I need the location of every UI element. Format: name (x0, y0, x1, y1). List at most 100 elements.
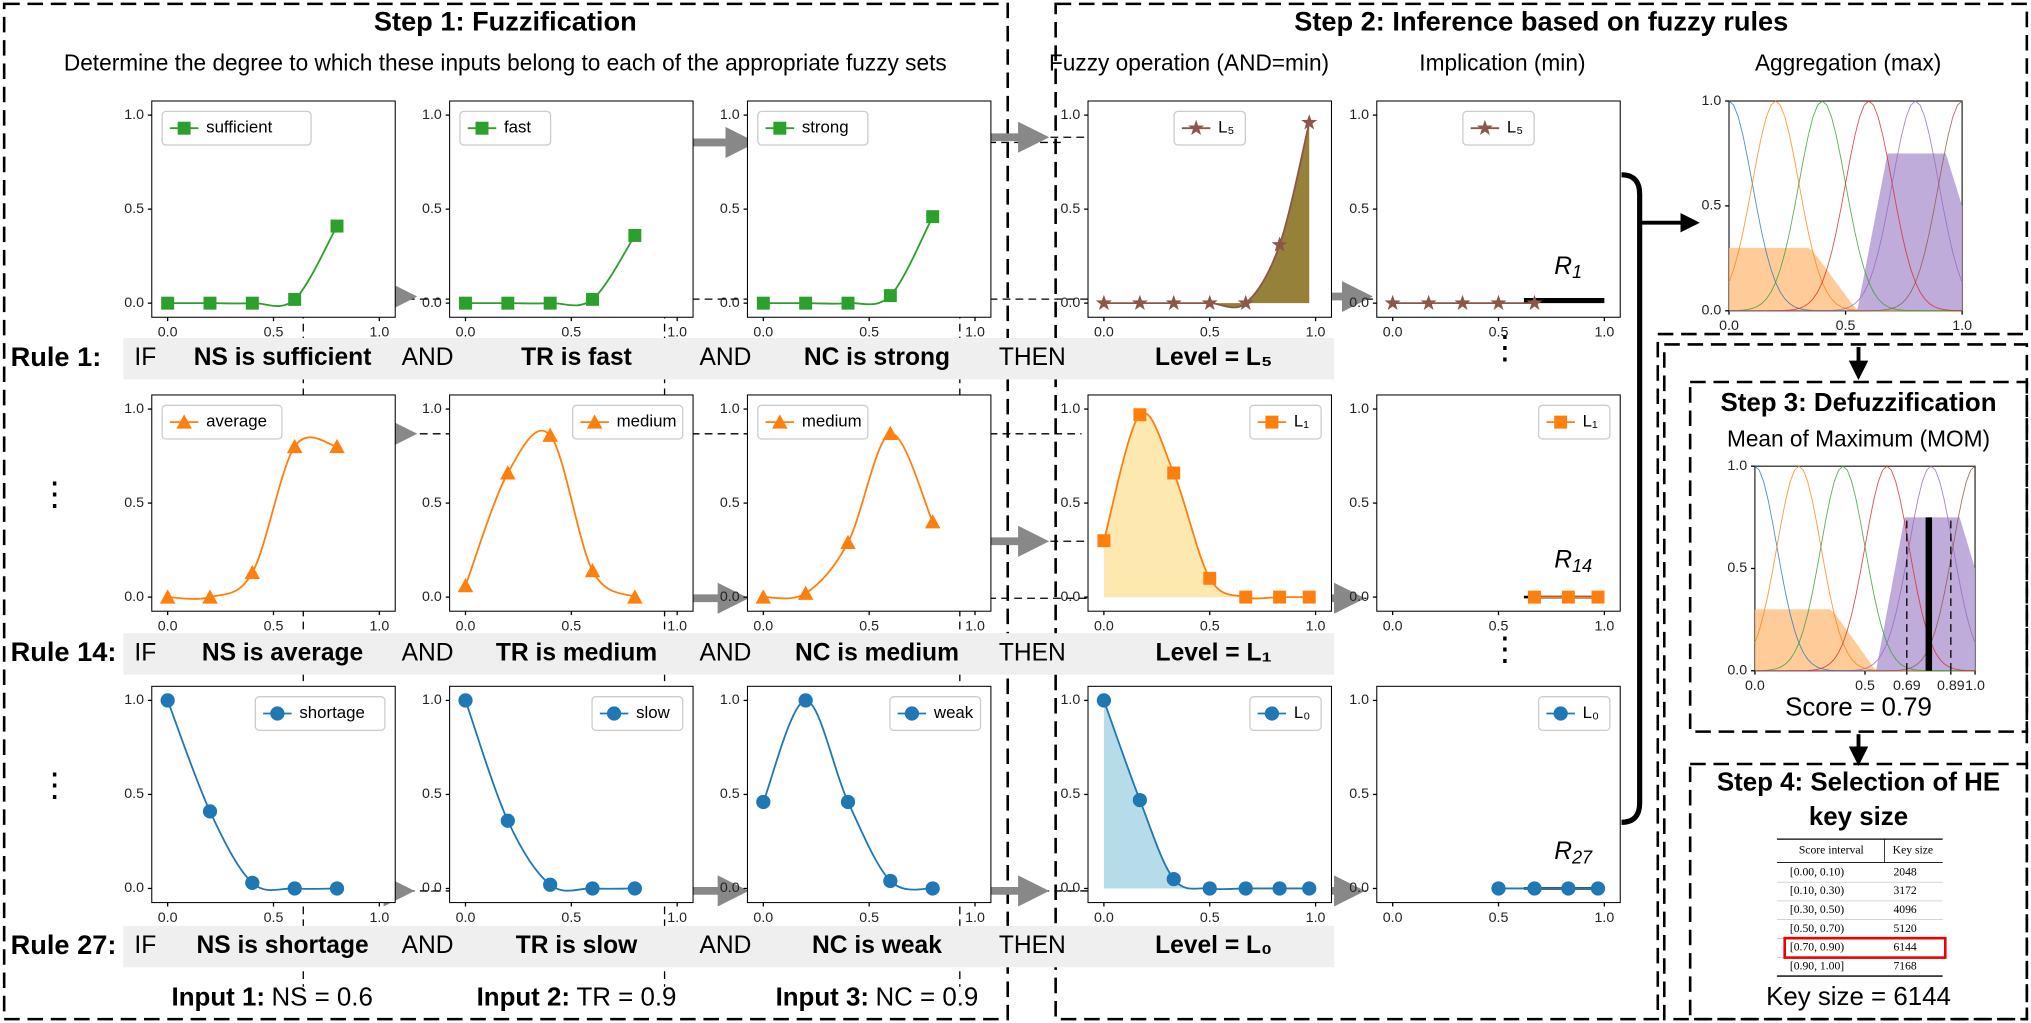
x-tick-label: 1.0 (1306, 619, 1326, 635)
marker (329, 881, 345, 896)
x-tick-label: 0.5 (561, 910, 581, 926)
membership-curve (464, 700, 635, 892)
marker (1202, 881, 1217, 896)
y-tick-label: 0.5 (422, 201, 442, 217)
table-cell: 6144 (1893, 941, 1916, 954)
legend-box (889, 696, 982, 731)
y-tick-label: 1.0 (124, 107, 144, 123)
x-tick-label: 0.0 (1745, 678, 1765, 694)
rule-clause: NC is weak (812, 932, 942, 959)
marker (543, 877, 558, 892)
marker (1133, 408, 1147, 422)
x-tick-label: 1.0 (1965, 678, 1985, 694)
legend-label: strong (802, 118, 849, 137)
x-tick-label: 0.0 (456, 325, 476, 341)
x-tick-label: 0.0 (1383, 325, 1403, 341)
x-tick-label: 1.0 (1952, 318, 1972, 334)
x-tick-label: 1.0 (667, 325, 687, 341)
legend-marker (475, 121, 489, 135)
rule-number: 1 (1572, 262, 1582, 282)
step3-title: Step 3: Defuzzification (1720, 389, 1996, 417)
column-header: Implication (min) (1419, 50, 1585, 76)
marker (1239, 590, 1253, 604)
marker (1590, 881, 1606, 896)
y-tick-label: 0.0 (124, 589, 144, 605)
ellipsis: ⋮ ⋮ ⋮ ⋮ (38, 330, 1522, 805)
input-label: Input 3: NC = 0.9 (776, 983, 979, 1011)
y-tick-label: 0.0 (1349, 589, 1369, 605)
legend-label: weak (933, 703, 974, 722)
rule-keyword: IF (134, 344, 156, 371)
legend-label: L₅ (1218, 118, 1234, 137)
y-tick-label: 0.0 (720, 880, 740, 896)
marker (160, 693, 175, 708)
table-cell: [0.00, 0.10) (1790, 865, 1844, 878)
score-text: Score = 0.79 (1785, 693, 1932, 721)
marker (543, 296, 557, 310)
y-tick-label: 0.0 (720, 295, 740, 311)
legend-marker (1264, 706, 1280, 721)
legend-box (161, 404, 283, 440)
marker (159, 589, 176, 604)
table-cell: [0.50, 0.70) (1790, 922, 1844, 935)
rule-tag: R1 (1554, 252, 1582, 282)
marker (500, 813, 515, 828)
step3-box (1688, 380, 2029, 733)
table-cell: 4096 (1893, 903, 1916, 916)
x-tick-label: 0.5 (1489, 910, 1509, 926)
marker (586, 292, 599, 306)
marker (755, 589, 772, 604)
legend-box (757, 404, 869, 440)
legend-marker (1554, 415, 1568, 429)
table-cell: [0.90, 1.00] (1790, 959, 1844, 972)
y-tick-label: 0.5 (124, 786, 144, 802)
y-tick-label: 1.0 (1349, 692, 1369, 708)
marker (797, 585, 814, 600)
marker (1491, 881, 1506, 896)
aggregated-area (1754, 609, 1976, 671)
x-tick-label: 0.0 (456, 619, 476, 635)
x-tick-label: 0.5 (1489, 325, 1509, 341)
x-tick-label: 1.0 (965, 910, 985, 926)
step1-box (2, 2, 1010, 1021)
rule-keyword: AND (402, 639, 454, 666)
marker (1272, 881, 1287, 896)
y-tick-label: 1.0 (124, 401, 144, 417)
marker (1454, 294, 1471, 310)
key-size-result: Key size = 6144 (1766, 983, 1951, 1011)
x-tick-label: 0.5 (264, 910, 284, 926)
x-tick-label: 0.0 (456, 910, 476, 926)
rule-label: Rule 1: (11, 341, 102, 372)
marker (756, 296, 770, 310)
y-tick-label: 0.5 (720, 201, 740, 217)
marker (1301, 114, 1318, 130)
score-label: Score = (1785, 693, 1875, 721)
x-tick-label: 0.0 (158, 619, 178, 635)
marker (244, 564, 261, 580)
aggregated-area (1875, 517, 1976, 671)
x-tick-label: 0.5 (1489, 619, 1509, 635)
x-tick-label: 0.0 (753, 619, 773, 635)
x-tick-label: 0.0 (753, 325, 773, 341)
x-tick-label: 0.0 (1094, 619, 1114, 635)
x-tick-label: 1.0 (667, 619, 687, 635)
y-tick-label: 1.0 (1701, 93, 1721, 109)
step3-method: Mean of Maximum (MOM) (1727, 425, 1990, 451)
y-tick-label: 0.0 (124, 295, 144, 311)
highlight-box (1783, 936, 1947, 959)
marker (1165, 294, 1182, 310)
x-tick-label: 1.0 (1306, 325, 1326, 341)
legend-box (571, 404, 684, 440)
input-value: NS = 0.6 (271, 983, 372, 1011)
marker (459, 296, 472, 310)
marker (202, 804, 218, 819)
y-tick-label: 0.5 (1349, 201, 1369, 217)
input-label: Input 2: TR = 0.9 (477, 983, 677, 1011)
y-tick-label: 1.0 (720, 692, 740, 708)
y-tick-label: 1.0 (720, 107, 740, 123)
x-tick-label: 1.0 (1594, 910, 1614, 926)
rule-clause: NC is medium (795, 639, 959, 666)
marker (1132, 792, 1148, 808)
column-header: Aggregation (max) (1755, 50, 1941, 76)
membership-curve (166, 700, 338, 892)
